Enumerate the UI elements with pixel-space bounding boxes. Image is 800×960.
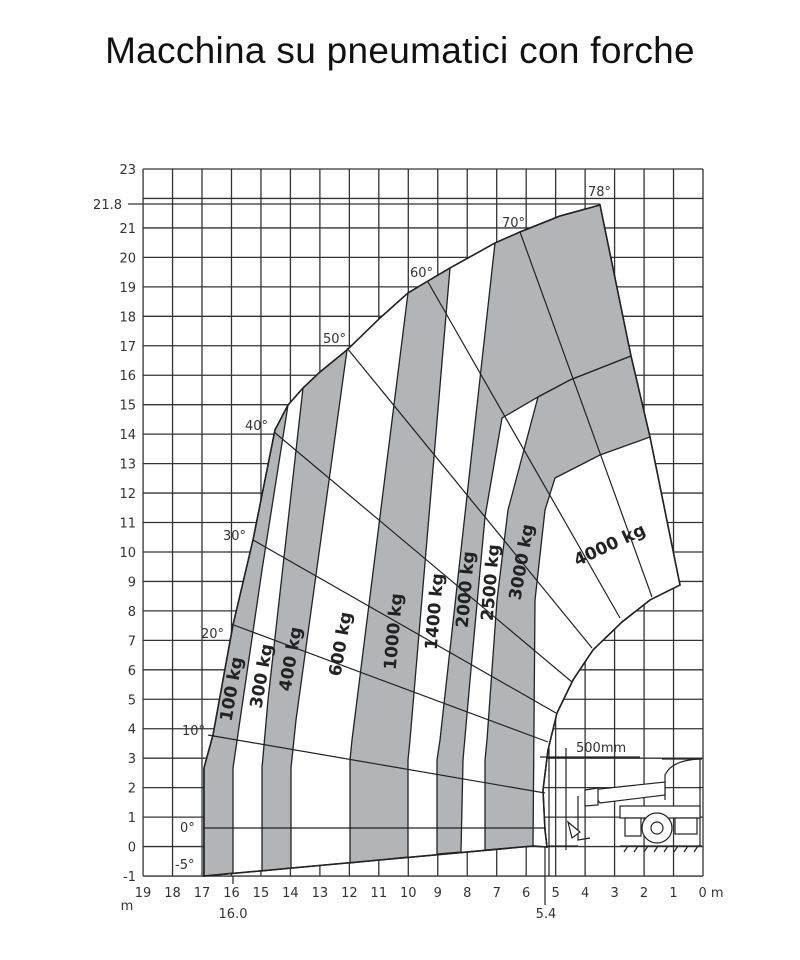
x-unit-label: m bbox=[121, 899, 134, 914]
x-tick-label: 2 bbox=[640, 886, 648, 901]
x-tick-label: 8 bbox=[463, 886, 471, 901]
y-tick-label: 15 bbox=[119, 399, 136, 414]
x-tick-label: 6 bbox=[522, 886, 530, 901]
x-tick-label: 16 bbox=[223, 886, 240, 901]
dimension-label: 500mm bbox=[576, 741, 626, 756]
y-tick-label: -1 bbox=[123, 870, 136, 885]
y-tick-label: 9 bbox=[128, 575, 136, 590]
x-tick-label: 0 m bbox=[698, 886, 723, 901]
y-tick-label: 13 bbox=[119, 458, 136, 473]
reach-label-5.4: 5.4 bbox=[536, 907, 557, 922]
x-tick-label: 5 bbox=[552, 886, 560, 901]
angle-label-10: 10° bbox=[182, 724, 205, 739]
x-tick-label: 12 bbox=[341, 886, 358, 901]
y-tick-label: 20 bbox=[119, 251, 136, 266]
angle-label-78: 78° bbox=[588, 185, 611, 200]
y-tick-label: 5 bbox=[128, 693, 136, 708]
y-tick-label: 12 bbox=[119, 487, 136, 502]
y-tick-label: 4 bbox=[128, 723, 136, 738]
y-tick-label: 7 bbox=[128, 634, 136, 649]
x-tick-label: 18 bbox=[164, 886, 181, 901]
x-tick-label: 19 bbox=[135, 886, 152, 901]
y-tick-label: 17 bbox=[119, 340, 136, 355]
y-tick-label: 11 bbox=[119, 517, 136, 532]
y-tick-label: 18 bbox=[119, 310, 136, 325]
angle-label-minus5: -5° bbox=[175, 858, 194, 873]
y-tick-label: 14 bbox=[119, 428, 136, 443]
x-tick-label: 17 bbox=[194, 886, 211, 901]
angle-label-50: 50° bbox=[323, 332, 346, 347]
y-tick-label: 6 bbox=[128, 664, 136, 679]
y-tick-label: 8 bbox=[128, 605, 136, 620]
angle-label-70: 70° bbox=[502, 216, 525, 231]
x-tick-label: 13 bbox=[312, 886, 329, 901]
angle-label-60: 60° bbox=[410, 266, 433, 281]
angle-line-40 bbox=[273, 431, 573, 683]
x-tick-label: 3 bbox=[610, 886, 618, 901]
angle-line-10 bbox=[207, 734, 546, 794]
y-tick-label: 23 bbox=[119, 163, 136, 178]
y-tick-label: 10 bbox=[119, 546, 136, 561]
axis-ticks: 232120191817161514131211109876543210-119… bbox=[119, 163, 723, 901]
angle-line-50 bbox=[346, 347, 593, 649]
x-tick-label: 11 bbox=[371, 886, 388, 901]
y-tick-label: 21 bbox=[119, 222, 136, 237]
telehandler-icon bbox=[548, 758, 702, 853]
y-tick-label: 16 bbox=[119, 369, 136, 384]
x-tick-label: 1 bbox=[669, 886, 677, 901]
y-tick-label: 0 bbox=[128, 841, 136, 856]
chart-title: Macchina su pneumatici con forche bbox=[105, 30, 695, 71]
y-tick-label: 2 bbox=[128, 782, 136, 797]
angle-line-30 bbox=[252, 539, 557, 714]
x-tick-label: 10 bbox=[400, 886, 417, 901]
x-tick-label: 9 bbox=[434, 886, 442, 901]
angle-label-30: 30° bbox=[223, 529, 246, 544]
angle-label-40: 40° bbox=[245, 419, 268, 434]
angle-line-70 bbox=[519, 231, 653, 598]
y-tick-label: 19 bbox=[119, 281, 136, 296]
angle-label-0: 0° bbox=[180, 821, 195, 836]
x-tick-label: 14 bbox=[282, 886, 299, 901]
angle-label-20: 20° bbox=[201, 627, 224, 642]
y-tick-label: 3 bbox=[128, 752, 136, 767]
reach-label-16: 16.0 bbox=[219, 907, 248, 922]
angle-line-60 bbox=[427, 281, 621, 619]
x-tick-label: 4 bbox=[581, 886, 589, 901]
x-tick-label: 7 bbox=[493, 886, 501, 901]
angle-line-20 bbox=[230, 623, 549, 743]
y-tick-label: 1 bbox=[128, 811, 136, 826]
envelope-outline bbox=[203, 204, 681, 877]
y-tick-21.8: 21.8 bbox=[93, 198, 122, 213]
x-tick-label: 15 bbox=[253, 886, 270, 901]
